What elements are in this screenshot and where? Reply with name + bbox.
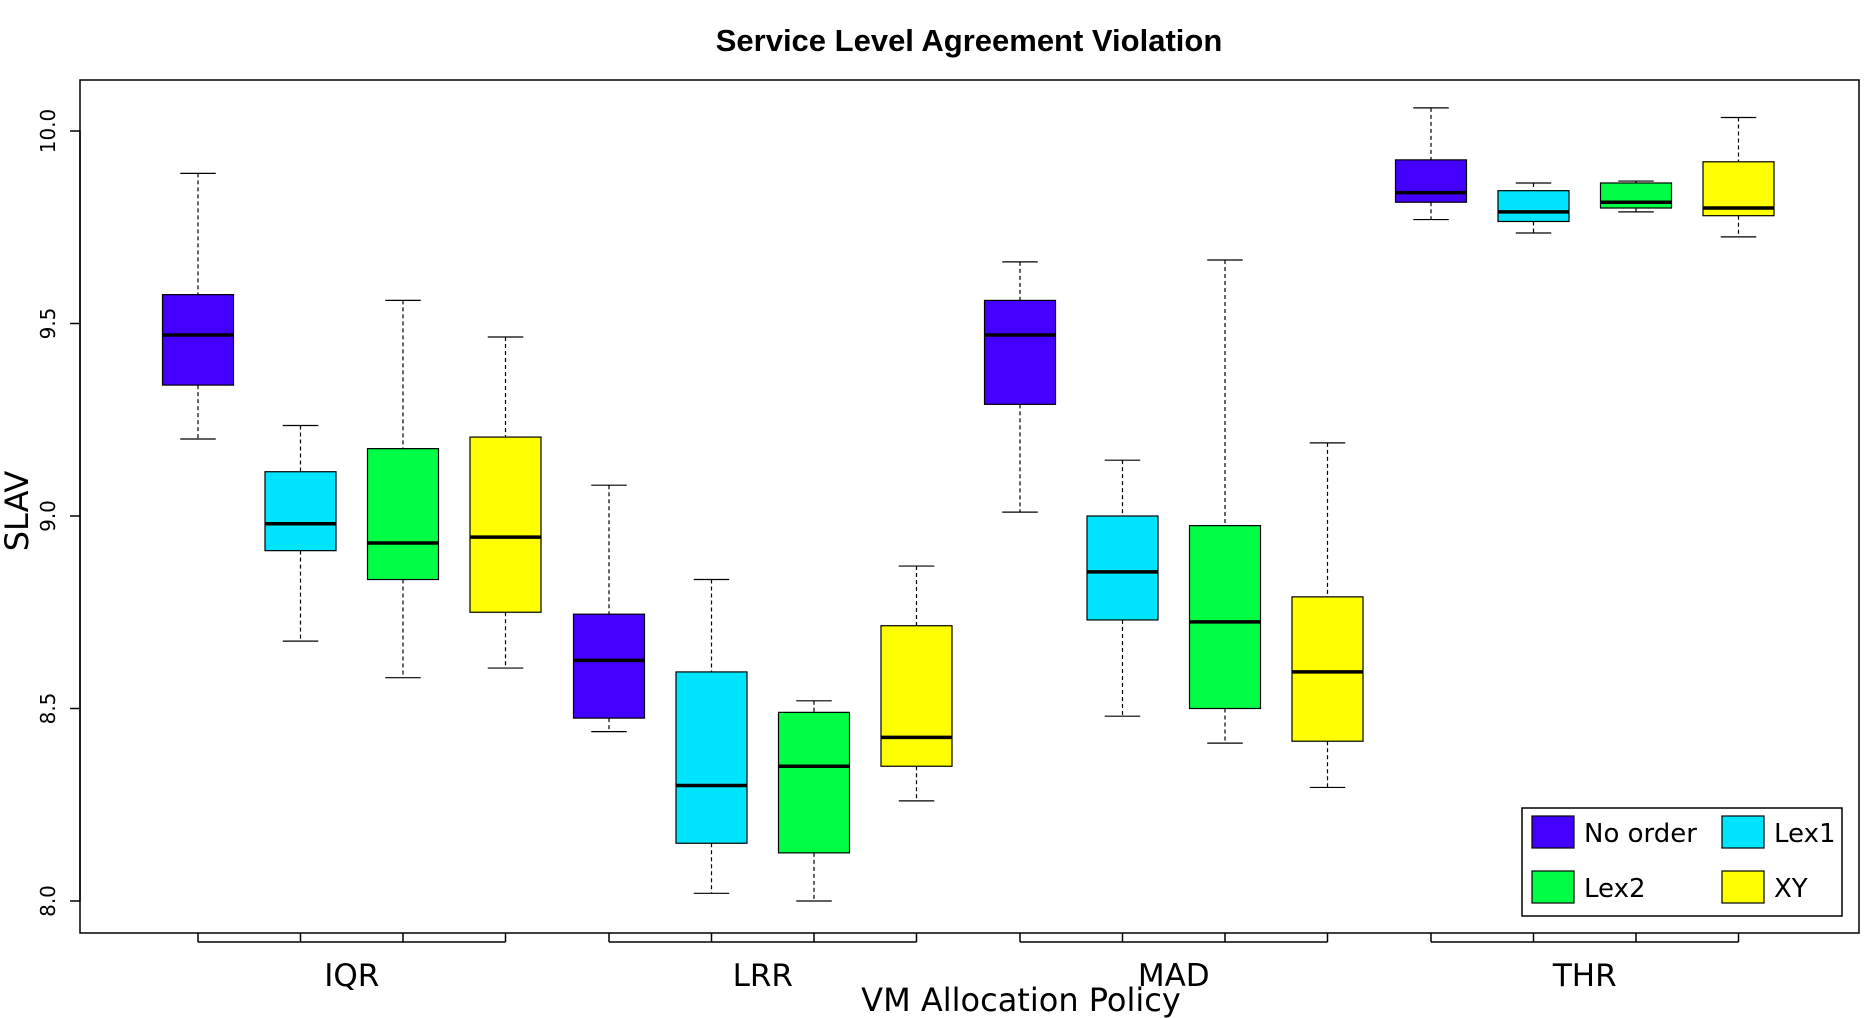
iqr-box (777, 711, 851, 854)
y-tick-label: 9.5 (36, 308, 60, 340)
iqr-box (1394, 159, 1468, 203)
y-axis-label: SLAV (0, 471, 36, 552)
box-plots (161, 107, 1775, 902)
y-tick-label: 9.0 (36, 500, 60, 532)
plot-frame (79, 79, 1860, 934)
box-thr-lex2 (1599, 180, 1673, 213)
y-tick-label: 8.0 (36, 885, 60, 917)
box-lrr-xy (880, 565, 953, 802)
box-lrr-lex1 (675, 578, 748, 894)
box-thr-no-order (1394, 107, 1468, 221)
iqr-box (161, 294, 235, 386)
y-tick-label: 10.0 (36, 109, 60, 154)
iqr-box (572, 613, 646, 719)
box-iqr-lex2 (366, 299, 440, 679)
iqr-box (1188, 525, 1262, 710)
iqr-box (264, 471, 337, 552)
iqr-box (366, 448, 440, 581)
iqr-box (469, 436, 542, 613)
x-group-label: THR (1552, 958, 1617, 994)
legend-box (1521, 807, 1843, 917)
x-group-label: LRR (733, 958, 793, 994)
legend-swatch (1531, 870, 1575, 904)
iqr-box (675, 671, 748, 844)
iqr-box (1291, 596, 1364, 742)
legend-label: Lex2 (1584, 874, 1646, 904)
x-group-label: MAD (1138, 958, 1210, 994)
y-axis: 8.0 8.5 9.0 9.5 10.0 (36, 109, 81, 917)
iqr-box (983, 299, 1057, 405)
legend-label: No order (1584, 819, 1697, 849)
box-iqr-lex1 (264, 424, 337, 642)
box-iqr-xy (469, 336, 542, 669)
box-thr-lex1 (1497, 182, 1570, 234)
x-axis-label: VM Allocation Policy (861, 981, 1181, 1018)
legend: No order Lex1 Lex2 XY (1521, 807, 1843, 917)
iqr-box (1497, 190, 1570, 223)
box-lrr-lex2 (777, 700, 851, 902)
box-mad-no-order (983, 261, 1057, 513)
box-mad-xy (1291, 442, 1364, 789)
x-axis: IQR LRR MAD THR (197, 933, 1740, 994)
box-lrr-no-order (572, 484, 646, 733)
y-tick-label: 8.5 (36, 693, 60, 725)
box-mad-lex1 (1086, 459, 1159, 717)
legend-label: XY (1774, 874, 1808, 904)
iqr-box (1086, 515, 1159, 621)
box-thr-xy (1702, 116, 1775, 238)
legend-swatch (1721, 815, 1765, 849)
chart-title: Service Level Agreement Violation (716, 23, 1223, 58)
legend-swatch (1721, 870, 1765, 904)
box-iqr-no-order (161, 172, 235, 440)
x-group-label: IQR (324, 958, 379, 994)
legend-swatch (1531, 815, 1575, 849)
legend-label: Lex1 (1774, 819, 1836, 849)
iqr-box (1599, 182, 1673, 209)
iqr-box (880, 625, 953, 767)
box-mad-lex2 (1188, 259, 1262, 744)
